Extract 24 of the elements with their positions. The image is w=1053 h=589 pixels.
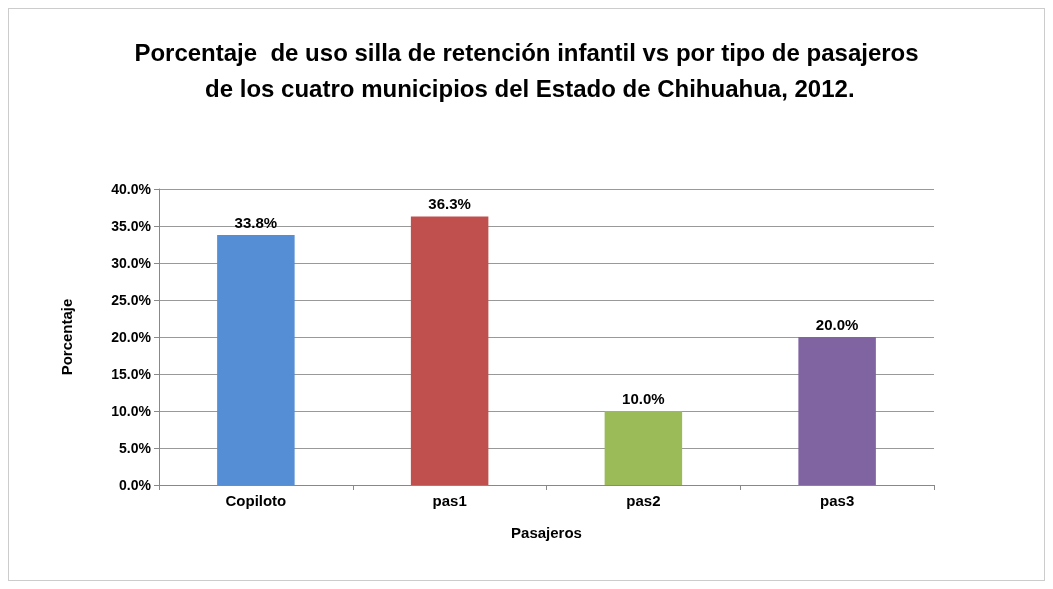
data-label: 20.0% xyxy=(815,316,859,333)
x-axis-title: Pasajeros xyxy=(511,524,582,541)
y-tick-label: 30.0% xyxy=(111,255,152,271)
bar xyxy=(798,337,876,485)
x-tick-label: pas1 xyxy=(432,492,467,509)
y-tick-label: 10.0% xyxy=(111,403,152,419)
y-tick-label: 0.0% xyxy=(119,477,152,493)
y-tick-label: 25.0% xyxy=(111,292,152,308)
bar xyxy=(410,216,489,485)
y-tick-label: 5.0% xyxy=(119,440,152,456)
data-label: 36.3% xyxy=(428,195,471,213)
bar xyxy=(604,411,683,485)
y-axis-title: Porcentaje xyxy=(58,298,75,376)
data-label: 10.0% xyxy=(622,390,665,407)
y-tick-label: 15.0% xyxy=(111,366,152,382)
y-tick-label: 20.0% xyxy=(111,329,152,345)
x-tick-label: pas3 xyxy=(820,492,855,509)
x-tick-label: pas2 xyxy=(626,492,661,509)
x-tick-label: Copiloto xyxy=(225,492,287,509)
bar xyxy=(217,234,295,485)
y-tick-label: 35.0% xyxy=(111,218,152,234)
chart-title: Porcentaje de uso silla de retención infantil vs por tipo de pasajeros de los cuatro municipios del Estado de Chihuahua, 2012. xyxy=(134,38,919,102)
y-tick-label: 40.0% xyxy=(111,181,152,197)
data-label: 33.8% xyxy=(234,213,278,231)
